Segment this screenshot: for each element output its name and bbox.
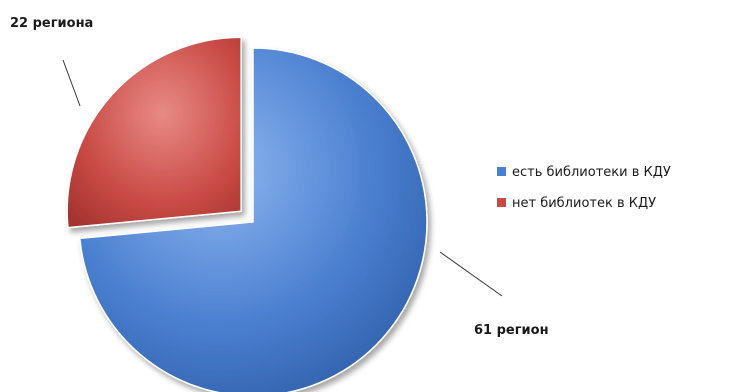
legend-swatch-1 [497,167,506,176]
legend-label-2: нет библиотек в КДУ [512,196,656,211]
data-label-2: 22 региона [10,16,93,31]
pie-slice-1 [78,47,428,392]
pie-slice-2 [66,36,242,229]
leader-line-1 [439,251,503,297]
data-label-1: 61 регион [474,323,549,338]
legend-label-1: есть библиотеки в КДУ [512,165,671,180]
legend-swatch-2 [497,198,506,207]
leader-line-2 [62,59,81,107]
